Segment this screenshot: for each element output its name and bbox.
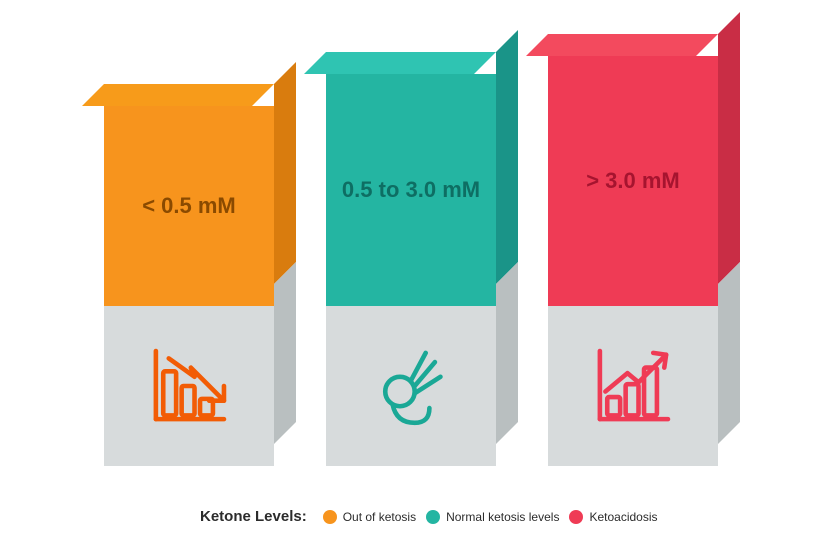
swatch-icon [426,510,440,524]
legend-item-normal-ketosis: Normal ketosis levels [426,510,559,524]
block-side-face [274,62,296,444]
block-top-face [304,52,496,74]
ok-hand-icon [365,340,457,432]
legend: Ketone Levels: Out of ketosis Normal ket… [200,508,658,525]
legend-title: Ketone Levels: [200,508,307,525]
legend-label: Normal ketosis levels [446,510,559,524]
swatch-icon [323,510,337,524]
block-label: > 3.0 mM [586,167,680,195]
block-top-face [526,34,718,56]
legend-item-ketoacidosis: Ketoacidosis [569,510,657,524]
legend-label: Ketoacidosis [589,510,657,524]
block-side-face [718,12,740,444]
legend-item-out-of-ketosis: Out of ketosis [323,510,416,524]
swatch-icon [569,510,583,524]
chart-down-icon [143,340,235,432]
chart-up-icon [587,340,679,432]
block-front-face: > 3.0 mM [548,56,718,466]
block-side-face [496,30,518,444]
block-top-face [82,84,274,106]
block-front-face: 0.5 to 3.0 mM [326,74,496,466]
block-label: 0.5 to 3.0 mM [342,176,480,204]
block-label: < 0.5 mM [142,192,236,220]
block-front-face: < 0.5 mM [104,106,274,466]
legend-label: Out of ketosis [343,510,416,524]
ketone-levels-infographic: < 0.5 mM [0,0,822,546]
